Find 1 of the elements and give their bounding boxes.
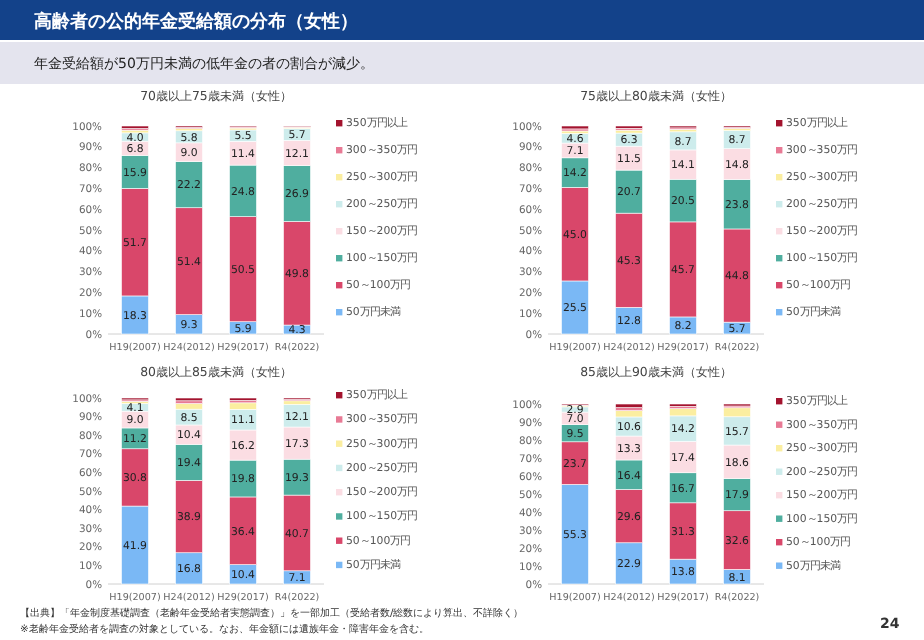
text: 高齢者の公的年金受給額の分布（女性） (34, 11, 358, 33)
